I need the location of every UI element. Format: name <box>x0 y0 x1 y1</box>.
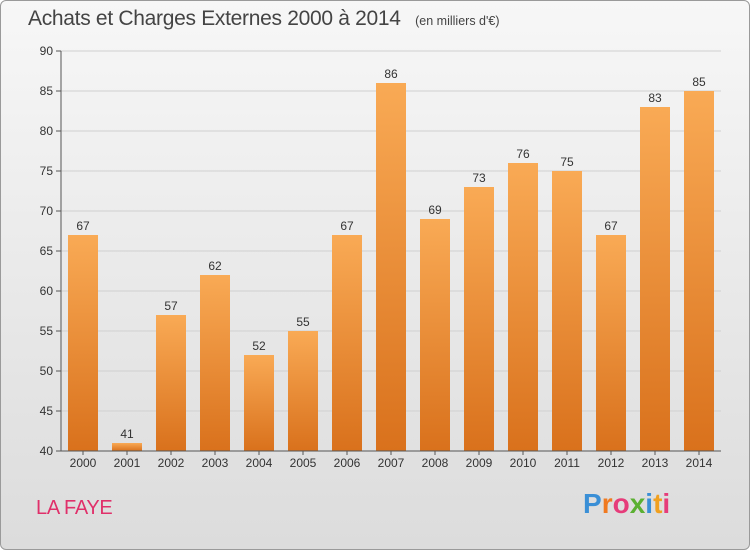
x-tick-label: 2003 <box>202 456 229 470</box>
bar <box>376 83 406 451</box>
unit-text: (en milliers d'€) <box>415 14 500 28</box>
logo-letter: i <box>662 488 671 519</box>
data-label: 76 <box>516 147 530 161</box>
x-tick-label: 2006 <box>334 456 361 470</box>
y-tick-label: 70 <box>40 204 54 218</box>
bar <box>68 235 98 451</box>
commune-name: LA FAYE <box>36 497 113 519</box>
axis-layer <box>56 50 721 455</box>
data-label: 62 <box>208 259 222 273</box>
x-tick-label: 2007 <box>378 456 405 470</box>
data-label: 57 <box>164 299 178 313</box>
bar <box>156 315 186 451</box>
bar <box>552 171 582 451</box>
y-tick-label: 60 <box>40 284 54 298</box>
logo-letter: o <box>612 488 630 519</box>
y-tick-label: 85 <box>40 84 54 98</box>
bar <box>288 331 318 451</box>
y-tick-label: 40 <box>40 444 54 458</box>
y-tick-label: 80 <box>40 124 54 138</box>
y-tick-label: 55 <box>40 324 54 338</box>
logo-letter: i <box>645 488 654 519</box>
data-label: 67 <box>76 219 90 233</box>
y-tick-label: 90 <box>40 44 54 58</box>
bar <box>684 91 714 451</box>
x-tick-label: 2001 <box>114 456 141 470</box>
bar <box>596 235 626 451</box>
x-tick-label: 2012 <box>598 456 625 470</box>
bar <box>420 219 450 451</box>
data-label: 69 <box>428 203 442 217</box>
x-tick-label: 2005 <box>290 456 317 470</box>
x-tick-label: 2010 <box>510 456 537 470</box>
bar <box>640 107 670 451</box>
bar <box>200 275 230 451</box>
x-tick-label: 2004 <box>246 456 273 470</box>
bar-layer <box>68 83 714 451</box>
label-layer: 40 45 50 55 60 65 70 75 80 85 90 67 2000 41 2001 57 2002… <box>40 44 713 470</box>
logo-letter: P <box>583 488 602 519</box>
logo-letter: r <box>601 488 613 519</box>
x-tick-label: 2011 <box>554 456 580 470</box>
x-tick-label: 2013 <box>642 456 669 470</box>
y-tick-label: 50 <box>40 364 54 378</box>
bar <box>464 187 494 451</box>
data-label: 41 <box>120 427 134 441</box>
data-label: 75 <box>560 155 574 169</box>
proxiti-logo: Proxiti <box>583 488 670 520</box>
chart-title: Achats et Charges Externes 2000 à 2014 (… <box>28 7 500 31</box>
logo-letter: x <box>629 488 646 519</box>
data-label: 67 <box>604 219 618 233</box>
bar <box>508 163 538 451</box>
data-label: 67 <box>340 219 354 233</box>
x-tick-label: 2009 <box>466 456 493 470</box>
x-tick-label: 2002 <box>158 456 185 470</box>
data-label: 85 <box>692 75 706 89</box>
data-label: 73 <box>472 171 486 185</box>
x-tick-label: 2014 <box>686 456 713 470</box>
x-tick-label: 2008 <box>422 456 449 470</box>
y-tick-label: 45 <box>40 404 54 418</box>
logo-letter: t <box>653 488 663 519</box>
data-label: 83 <box>648 91 662 105</box>
title-text: Achats et Charges Externes 2000 à 2014 <box>28 7 401 30</box>
bar <box>112 443 142 451</box>
y-tick-label: 75 <box>40 164 54 178</box>
data-label: 55 <box>296 315 310 329</box>
data-label: 52 <box>252 339 266 353</box>
data-label: 86 <box>384 67 398 81</box>
x-tick-label: 2000 <box>70 456 97 470</box>
bar <box>244 355 274 451</box>
y-tick-label: 65 <box>40 244 54 258</box>
bar <box>332 235 362 451</box>
